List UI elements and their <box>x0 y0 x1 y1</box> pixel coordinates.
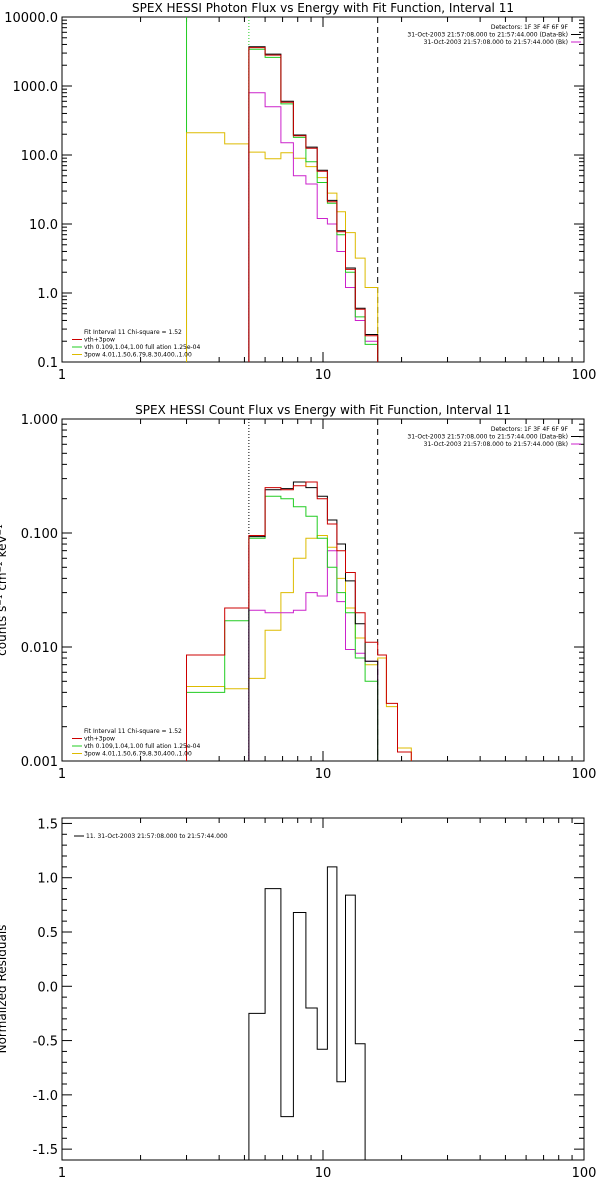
series-histogram-1 <box>248 866 378 1161</box>
y-axis-label: Normalized Residuals <box>0 925 9 1054</box>
y-tick-label: 10.0 <box>29 218 58 233</box>
series-histogram-1 <box>186 132 379 362</box>
x-tick-label: 100 <box>572 1166 597 1181</box>
y-tick-label: 0.0 <box>37 980 58 995</box>
legend-text: vth 0.109,1.04,1.00 full ation 1.25e-04 <box>84 344 200 351</box>
plot-frame <box>61 418 585 762</box>
legend-text: vth 0.109,1.04,1.00 full ation 1.25e-04 <box>84 743 200 750</box>
legend-text: Detectors: 1F 3F 4F 6F 9F <box>491 426 569 433</box>
x-tick-label: 10 <box>315 368 332 383</box>
x-tick-label: 100 <box>572 368 597 383</box>
x-tick-label: 10 <box>315 1166 332 1181</box>
y-tick-label: 1000.0 <box>13 80 59 95</box>
legend-text: 31-Oct-2003 21:57:08.000 to 21:57:44.000… <box>424 39 568 46</box>
y-axis-label: counts s⁻¹ cm⁻² keV⁻¹ <box>0 524 9 656</box>
chart-title: SPEX HESSI Count Flux vs Energy with Fit… <box>135 403 511 417</box>
y-tick-label: 0.100 <box>21 527 58 542</box>
y-tick-label: 1.0 <box>37 287 58 302</box>
series-histogram-4 <box>248 46 379 362</box>
legend-text: Fit Interval 11 Chi-square = 1.52 <box>84 728 182 735</box>
plot-frame <box>61 817 585 1161</box>
series-histogram-2 <box>248 92 379 362</box>
chart-1: SPEX HESSI Photon Flux vs Energy with Fi… <box>4 1 596 383</box>
legend-text: 3pow 4.01,1.50,6.79,8.30,400.,1.00 <box>84 751 192 758</box>
legend-text: Detectors: 1F 3F 4F 6F 9F <box>491 24 569 31</box>
y-tick-label: 1.000 <box>21 413 58 428</box>
y-tick-label: 1.0 <box>37 872 58 887</box>
y-tick-label: -1.0 <box>33 1089 58 1104</box>
legend-text: vth+3pow <box>84 337 115 344</box>
x-tick-label: 1 <box>58 368 66 383</box>
chart-2: SPEX HESSI Count Flux vs Energy with Fit… <box>0 403 596 782</box>
x-tick-label: 1 <box>58 1166 66 1181</box>
y-tick-label: -1.5 <box>33 1143 58 1158</box>
legend-text: 31-Oct-2003 21:57:08.000 to 21:57:44.000… <box>407 434 568 441</box>
x-tick-label: 10 <box>315 767 332 782</box>
y-tick-label: 100.0 <box>21 149 58 164</box>
y-tick-label: 0.001 <box>21 755 58 770</box>
legend-text: 3pow 4.01,1.50,6.79,8.30,400.,1.00 <box>84 352 192 359</box>
x-tick-label: 100 <box>572 767 597 782</box>
y-tick-label: 0.5 <box>37 926 58 941</box>
x-tick-label: 1 <box>58 767 66 782</box>
chart-3: Normalized Residuals 1 10 100 -1.5 -1.0 -0.5 0.… <box>0 817 596 1181</box>
series-histogram-2 <box>248 550 379 761</box>
series-histogram-5 <box>186 481 412 761</box>
legend-text: vth+3pow <box>84 736 115 743</box>
y-tick-label: 1.5 <box>37 817 58 832</box>
y-tick-label: 0.010 <box>21 641 58 656</box>
series-histogram-3 <box>186 495 379 761</box>
legend-text: 11. 31-Oct-2003 21:57:08.000 to 21:57:44… <box>86 833 228 840</box>
chart-title: SPEX HESSI Photon Flux vs Energy with Fi… <box>132 1 514 15</box>
plot-frame <box>61 16 585 363</box>
legend-text: 31-Oct-2003 21:57:08.000 to 21:57:44.000… <box>424 441 568 448</box>
series-histogram-5 <box>248 47 379 362</box>
series-histogram-4 <box>248 481 379 761</box>
y-tick-label: -0.5 <box>33 1035 58 1050</box>
y-tick-label: 0.1 <box>37 356 58 371</box>
legend-text: 31-Oct-2003 21:57:08.000 to 21:57:44.000… <box>407 32 568 39</box>
legend-text: Fit Interval 11 Chi-square = 1.52 <box>84 329 182 336</box>
series-histogram-3 <box>248 48 379 362</box>
y-tick-label: 10000.0 <box>4 11 58 26</box>
